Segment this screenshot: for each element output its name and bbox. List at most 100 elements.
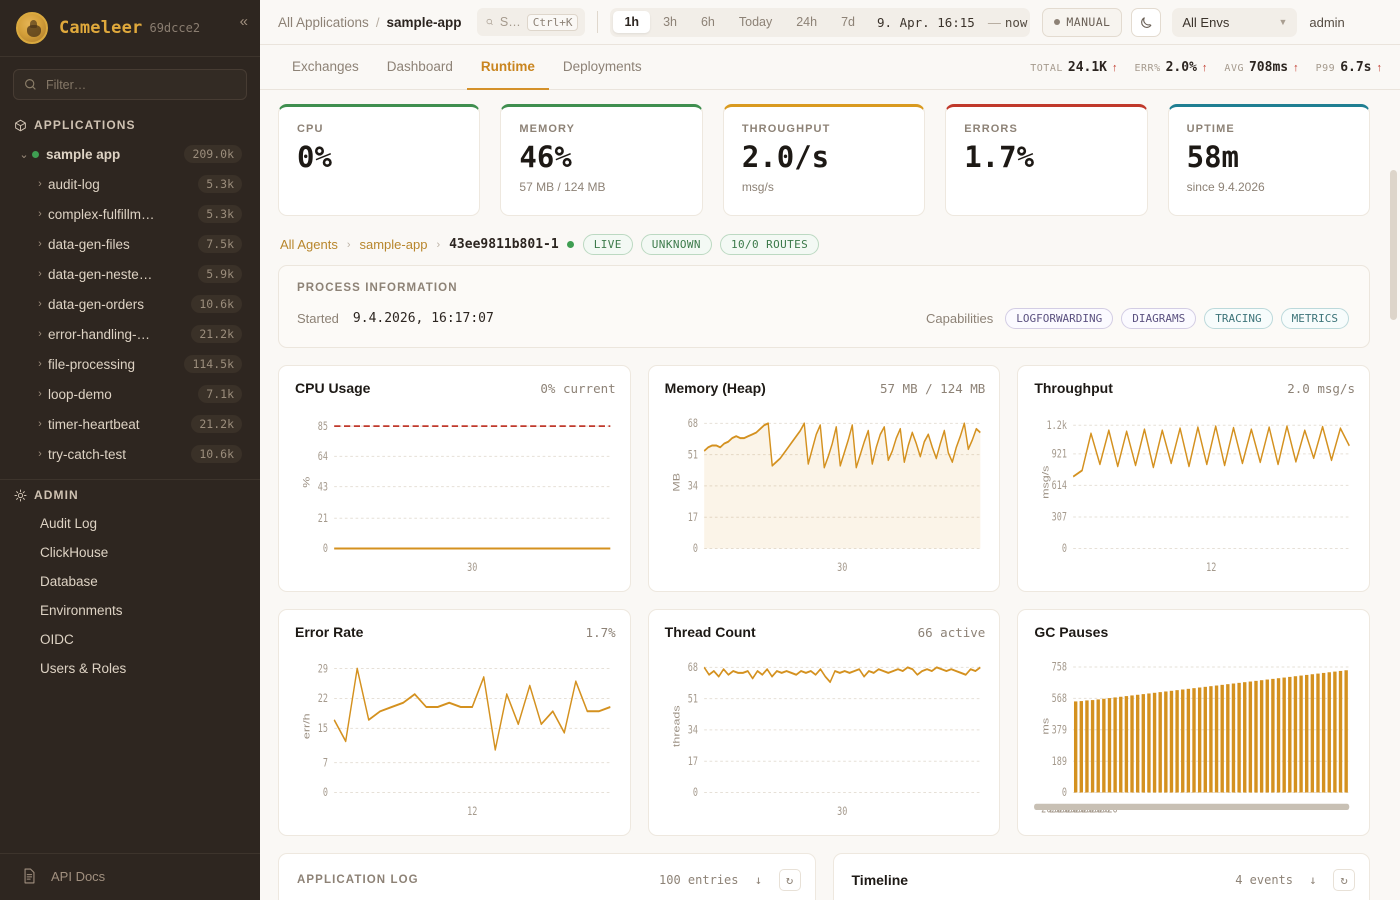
refresh-icon[interactable]: ↻ [1333, 869, 1355, 891]
tree-count: 5.9k [198, 265, 242, 283]
refresh-mode-button[interactable]: MANUAL [1042, 7, 1123, 37]
api-docs-link[interactable]: API Docs [0, 853, 260, 900]
started-value: 9.4.2026, 16:17:07 [352, 311, 494, 326]
svg-text:30: 30 [467, 561, 477, 575]
gear-icon [14, 488, 27, 502]
chevron-right-icon[interactable]: › [38, 238, 42, 250]
chevron-right-icon[interactable]: › [38, 178, 42, 190]
time-range-today[interactable]: Today [738, 15, 773, 29]
stat-value: 24.1K [1067, 59, 1108, 75]
moon-icon[interactable] [1131, 7, 1162, 37]
content-scrollbar[interactable] [1390, 170, 1397, 320]
stat-key: ERR% [1134, 62, 1161, 74]
time-range-1h[interactable]: 1h [613, 11, 651, 33]
tree-row[interactable]: › complex-fulfillm… 5.3k [10, 199, 250, 229]
agent-instance-id: 43ee9811b801-1 [449, 237, 559, 252]
tree-row[interactable]: › file-processing 114.5k [10, 349, 250, 379]
tree-row[interactable]: › audit-log 5.3k [10, 169, 250, 199]
kpi-card-memory: MEMORY 46% 57 MB / 124 MB [500, 104, 703, 216]
admin-item-audit-log[interactable]: Audit Log [40, 516, 98, 531]
tree-row[interactable]: › data-gen-neste… 5.9k [10, 259, 250, 289]
svg-text:34: 34 [687, 479, 697, 493]
chart-card-throughput: Throughput 2.0 msg/s 0 307 614 921 1.2k msg/s 12 [1017, 365, 1370, 592]
svg-text:threads: threads [672, 705, 682, 747]
chart-plot: 0189379568758ms2026202620262026202620262… [1034, 650, 1355, 825]
chevron-right-icon[interactable]: › [38, 328, 42, 340]
svg-text:1.2k: 1.2k [1047, 419, 1068, 433]
tree-row[interactable]: › data-gen-files 7.5k [10, 229, 250, 259]
chevron-right-icon[interactable]: › [38, 208, 42, 220]
range-from[interactable]: 9. Apr. 16:15 [877, 14, 975, 30]
admin-item-users-roles[interactable]: Users & Roles [40, 661, 127, 676]
tree-label: error-handling-… [48, 326, 151, 342]
env-select[interactable]: All Envs ▼ [1172, 7, 1298, 37]
breadcrumb-all-applications[interactable]: All Applications [278, 14, 369, 30]
chevron-right-icon[interactable]: › [38, 268, 42, 280]
chevron-right-icon[interactable]: › [38, 418, 42, 430]
svg-text:51: 51 [687, 692, 697, 706]
chart-plot: 0 307 614 921 1.2k msg/s 12 [1034, 406, 1355, 581]
download-icon[interactable]: ↓ [747, 869, 770, 891]
chevrons-left-icon[interactable]: « [239, 13, 248, 30]
refresh-icon[interactable]: ↻ [778, 869, 801, 891]
tree-count: 7.1k [198, 385, 242, 403]
main-area: All Applications / sample-app S… Ctrl+K … [260, 0, 1400, 900]
chevron-down-icon[interactable]: ⌄ [19, 148, 29, 161]
bottom-panels: APPLICATION LOG 100 entries ↓ ↻ Timeline… [278, 853, 1370, 900]
filter-input[interactable]: Filter… [13, 69, 247, 100]
chevron-right-icon[interactable]: › [38, 358, 42, 370]
agent-breadcrumb-all[interactable]: All Agents [280, 237, 338, 252]
tab-deployments[interactable]: Deployments [562, 59, 642, 74]
chart-title: GC Pauses [1034, 624, 1109, 640]
kpi-sub: since 9.4.2026 [1186, 180, 1265, 195]
capability-metrics: METRICS [1280, 308, 1349, 329]
time-range-24h[interactable]: 24h [796, 15, 818, 29]
stat-value: 708ms [1248, 59, 1289, 75]
time-range-6h[interactable]: 6h [700, 15, 715, 29]
svg-text:0: 0 [693, 542, 698, 556]
applications-label: APPLICATIONS [34, 118, 136, 132]
chart-card-gc-pauses: GC Pauses 0189379568758ms2026202620262026… [1017, 609, 1370, 836]
tree-row[interactable]: › data-gen-orders 10.6k [10, 289, 250, 319]
tree-label: loop-demo [48, 386, 112, 402]
tree-row[interactable]: › try-catch-test 10.6k [10, 439, 250, 469]
admin-item-oidc[interactable]: OIDC [40, 632, 74, 647]
user-menu[interactable]: admin [1309, 14, 1345, 30]
process-started-row: Started 9.4.2026, 16:17:07 Capabilities … [297, 308, 1349, 329]
tree-count: 114.5k [184, 355, 242, 373]
chevron-right-icon[interactable]: › [38, 388, 42, 400]
range-to[interactable]: now [1004, 14, 1028, 30]
chart-plot: 0 17 34 51 68 MB 30 [665, 406, 986, 581]
application-log-title: APPLICATION LOG [297, 874, 419, 886]
admin-item-database[interactable]: Database [40, 574, 98, 589]
tree-row[interactable]: › error-handling-… 21.2k [10, 319, 250, 349]
tab-runtime[interactable]: Runtime [466, 45, 549, 90]
svg-text:17: 17 [687, 511, 697, 525]
download-icon[interactable]: ↓ [1302, 869, 1324, 891]
capability-diagrams: DIAGRAMS [1121, 308, 1197, 329]
kpi-card-errors: ERRORS 1.7% [945, 104, 1148, 216]
tree-row[interactable]: › timer-heartbeat 21.2k [10, 409, 250, 439]
tab-dashboard[interactable]: Dashboard [386, 59, 453, 74]
kpi-sub: 57 MB / 124 MB [519, 180, 606, 195]
chevron-right-icon[interactable]: › [38, 448, 42, 460]
sidebar-divider [0, 479, 260, 480]
svg-text:29: 29 [318, 662, 328, 676]
admin-item-clickhouse[interactable]: ClickHouse [40, 545, 109, 560]
admin-item-environments[interactable]: Environments [40, 603, 123, 618]
tree-label: try-catch-test [48, 446, 127, 462]
tree-label: data-gen-neste… [48, 266, 153, 282]
svg-text:0: 0 [1062, 786, 1067, 800]
chevron-right-icon[interactable]: › [38, 298, 42, 310]
time-range-3h[interactable]: 3h [663, 15, 677, 29]
time-range-7d[interactable]: 7d [841, 15, 855, 29]
tab-exchanges[interactable]: Exchanges [292, 59, 359, 74]
tree-row[interactable]: › loop-demo 7.1k [10, 379, 250, 409]
env-select-value: All Envs [1182, 14, 1230, 30]
search-input[interactable]: S… Ctrl+K [477, 8, 586, 36]
chart-title: Memory (Heap) [664, 380, 766, 396]
tree-row-sample-app[interactable]: ⌄ sample app 209.0k [10, 139, 250, 169]
search-icon [25, 79, 36, 90]
agent-breadcrumb-app[interactable]: sample-app [359, 237, 428, 252]
